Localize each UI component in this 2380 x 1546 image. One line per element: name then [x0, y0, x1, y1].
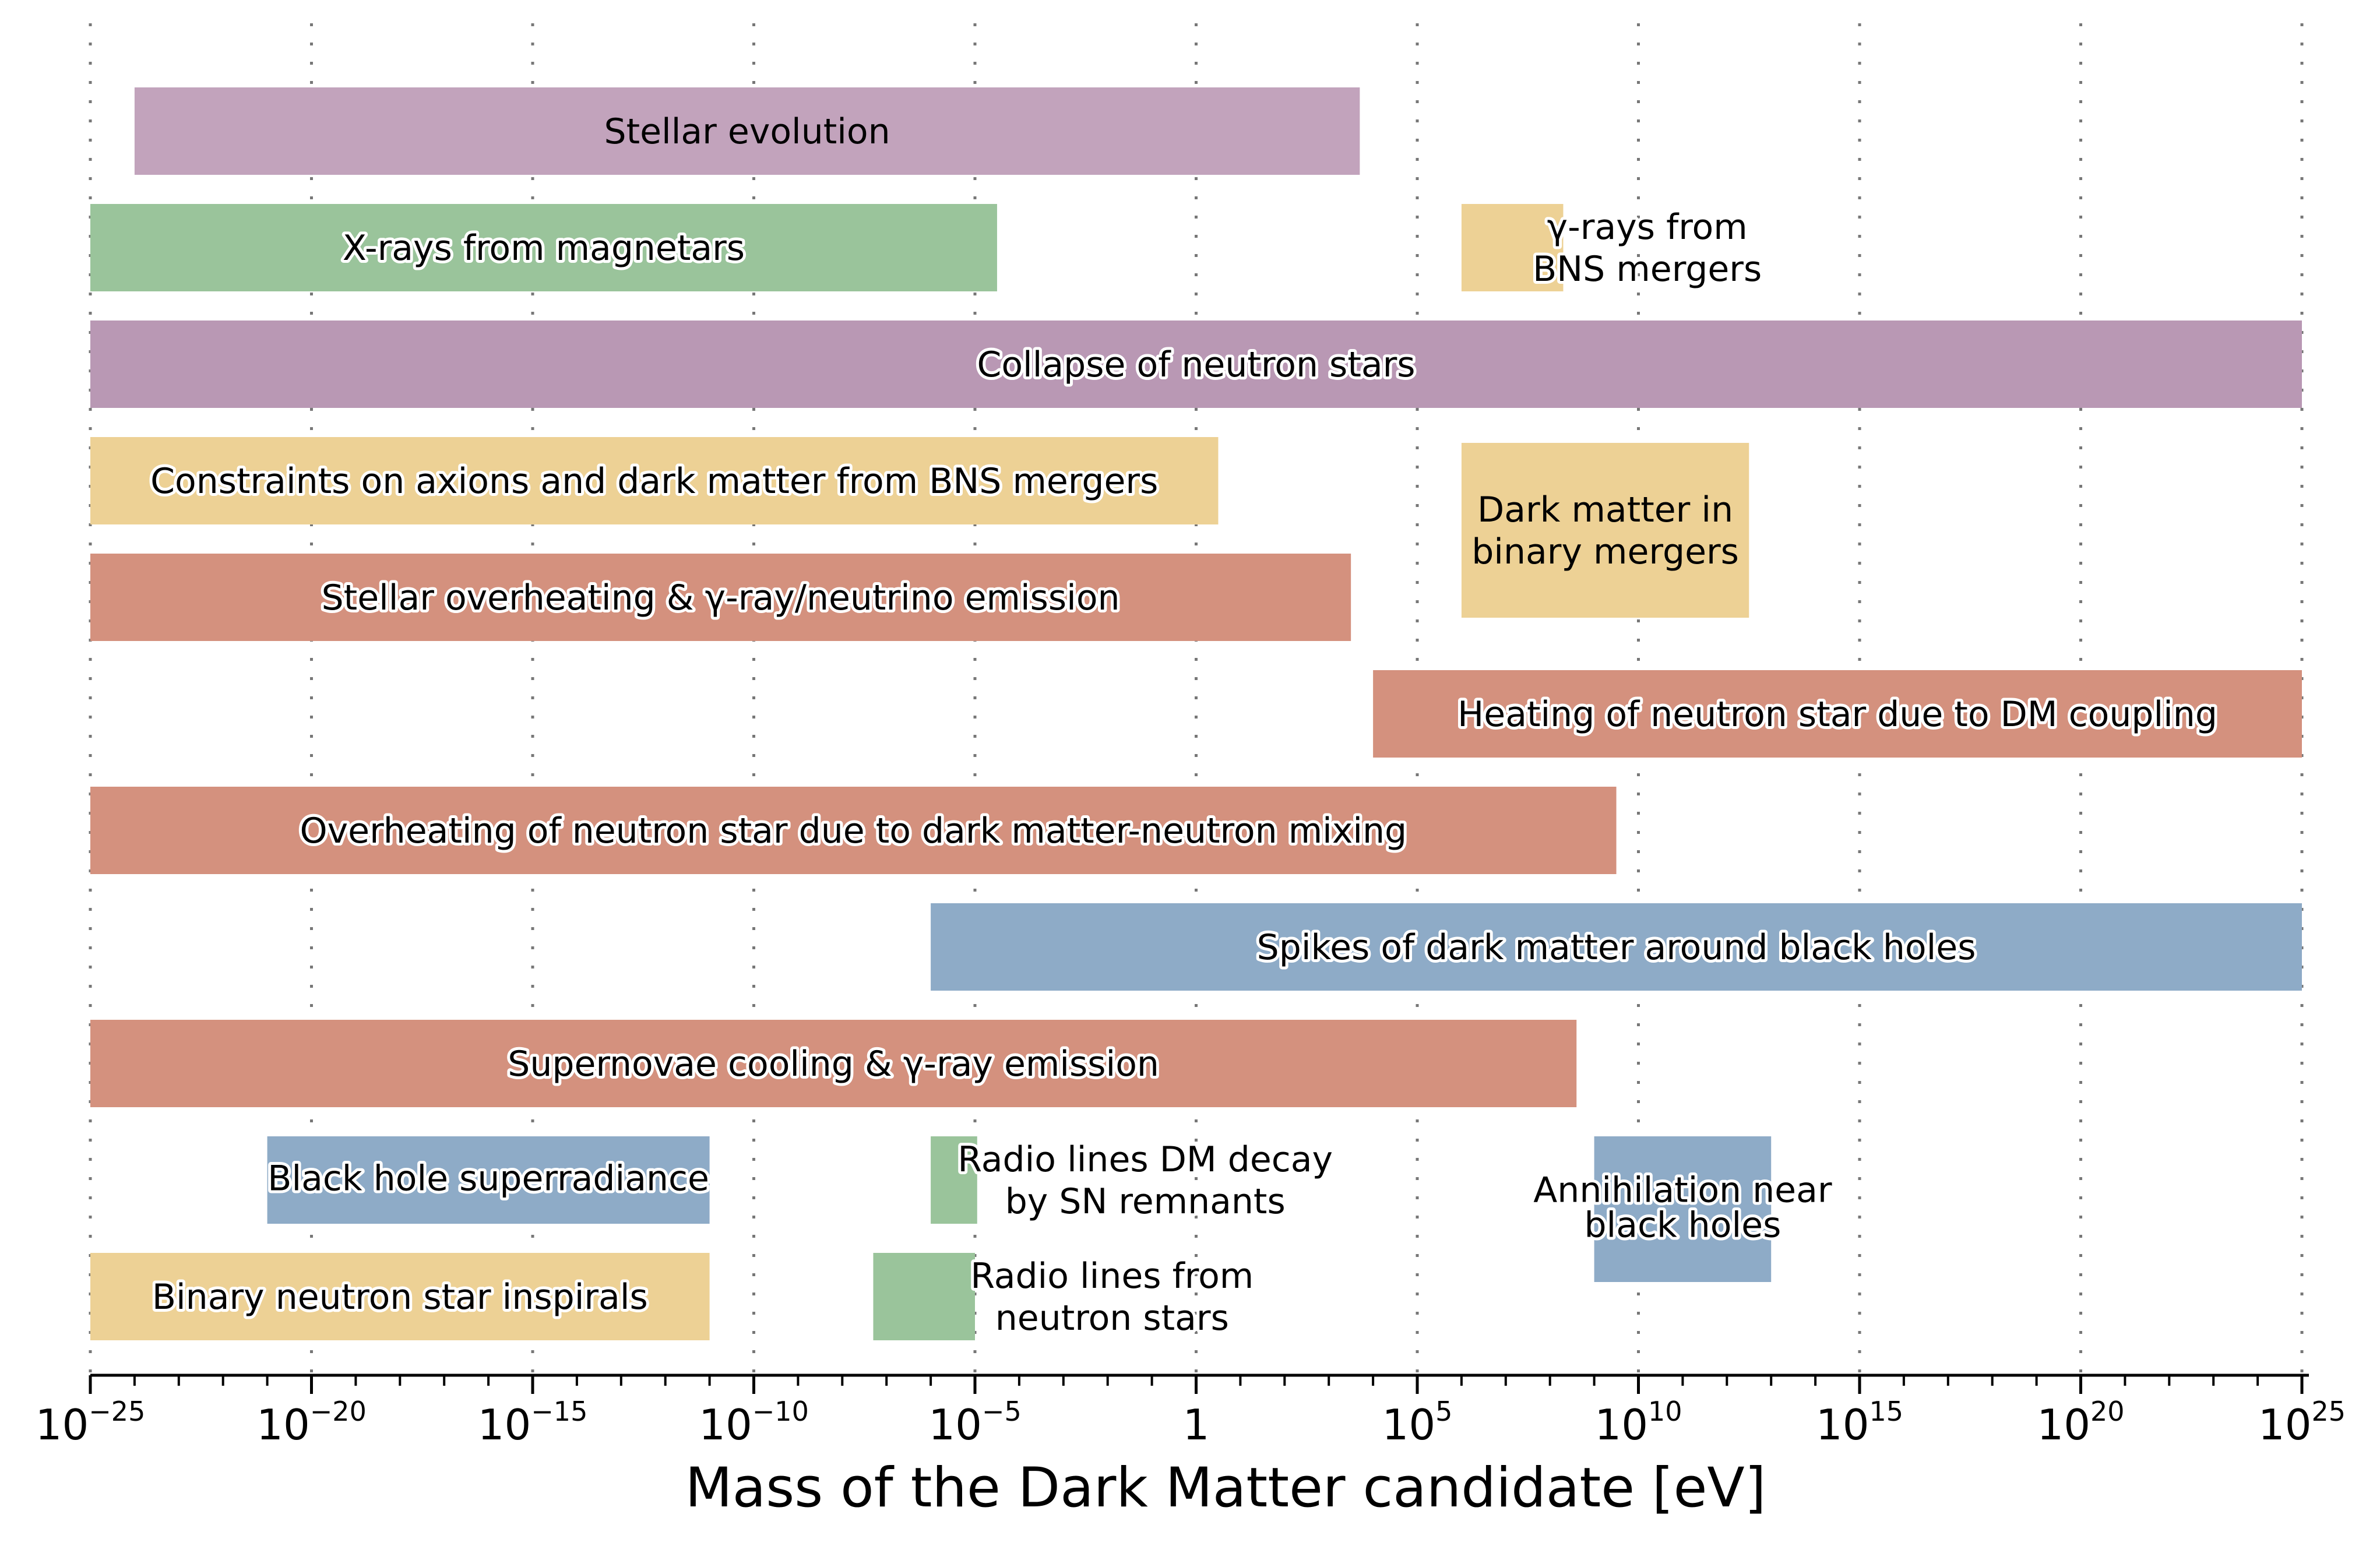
bar-label: black holes — [1584, 1205, 1781, 1246]
bar-label: Supernovae cooling & γ-ray emission — [508, 1044, 1159, 1084]
bar — [134, 87, 1360, 175]
bar — [90, 1253, 710, 1340]
bar-label: Stellar evolution — [604, 111, 890, 152]
bar — [931, 1136, 977, 1224]
bar — [90, 554, 1351, 641]
bar — [1594, 1136, 1772, 1282]
bar-label: Spikes of dark matter around black holes — [1257, 927, 1976, 968]
x-tick-label: 10−5 — [928, 1396, 1021, 1449]
bar-label: Stellar overheating & γ-ray/neutrino emi… — [322, 577, 1120, 618]
x-axis-title: Mass of the Dark Matter candidate [eV] — [685, 1456, 1766, 1520]
bar-label: Radio lines DM decay — [957, 1139, 1333, 1180]
x-tick-label: 1020 — [2037, 1396, 2124, 1449]
bar — [1461, 443, 1749, 618]
bar — [90, 437, 1219, 524]
x-tick-label: 10−25 — [36, 1396, 146, 1449]
bar-label: Dark matter in — [1477, 489, 1733, 530]
bar — [1461, 204, 1564, 291]
bar — [90, 204, 997, 291]
x-tick-label: 105 — [1382, 1396, 1453, 1449]
bar-label: Constraints on axions and dark matter fr… — [150, 461, 1158, 502]
bar — [90, 787, 1617, 874]
bar — [931, 903, 2302, 991]
x-tick-label: 10−10 — [699, 1396, 809, 1449]
x-tick-label: 1025 — [2258, 1396, 2346, 1449]
x-tick-label: 1015 — [1816, 1396, 1903, 1449]
x-tick-label: 1010 — [1594, 1396, 1682, 1449]
bar — [1373, 670, 2302, 758]
bar-label: Black hole superradiance — [267, 1158, 709, 1199]
bar — [90, 321, 2302, 408]
bar-label: Binary neutron star inspirals — [152, 1277, 648, 1318]
x-tick-label: 10−15 — [478, 1396, 588, 1449]
bar-label: by SN remnants — [1005, 1181, 1286, 1222]
bar — [267, 1136, 710, 1224]
bar-label: Radio lines from — [970, 1256, 1254, 1297]
x-tick-label: 1 — [1183, 1400, 1210, 1449]
x-tick-label: 10−20 — [256, 1396, 367, 1449]
bar — [90, 1020, 1577, 1107]
bar-label: neutron stars — [995, 1298, 1229, 1339]
bar-label: Annihilation near — [1533, 1170, 1832, 1211]
bar-label: Heating of neutron star due to DM coupli… — [1457, 694, 2217, 735]
bar-label: Collapse of neutron stars — [977, 344, 1415, 385]
bars: Stellar evolution X-rays from magnetars γ-… — [90, 87, 2302, 1341]
bar-label: γ-rays from — [1547, 207, 1748, 248]
x-axis: 10−25 10−20 10−15 10−10 10−5 1 105 1010 1015 1020… — [36, 1374, 2346, 1449]
bar-label: binary mergers — [1471, 531, 1739, 572]
bar-label: Overheating of neutron star due to dark … — [300, 811, 1407, 851]
bar-label: BNS mergers — [1533, 249, 1762, 290]
bar — [873, 1253, 975, 1340]
bar-label: X-rays from magnetars — [343, 228, 745, 269]
